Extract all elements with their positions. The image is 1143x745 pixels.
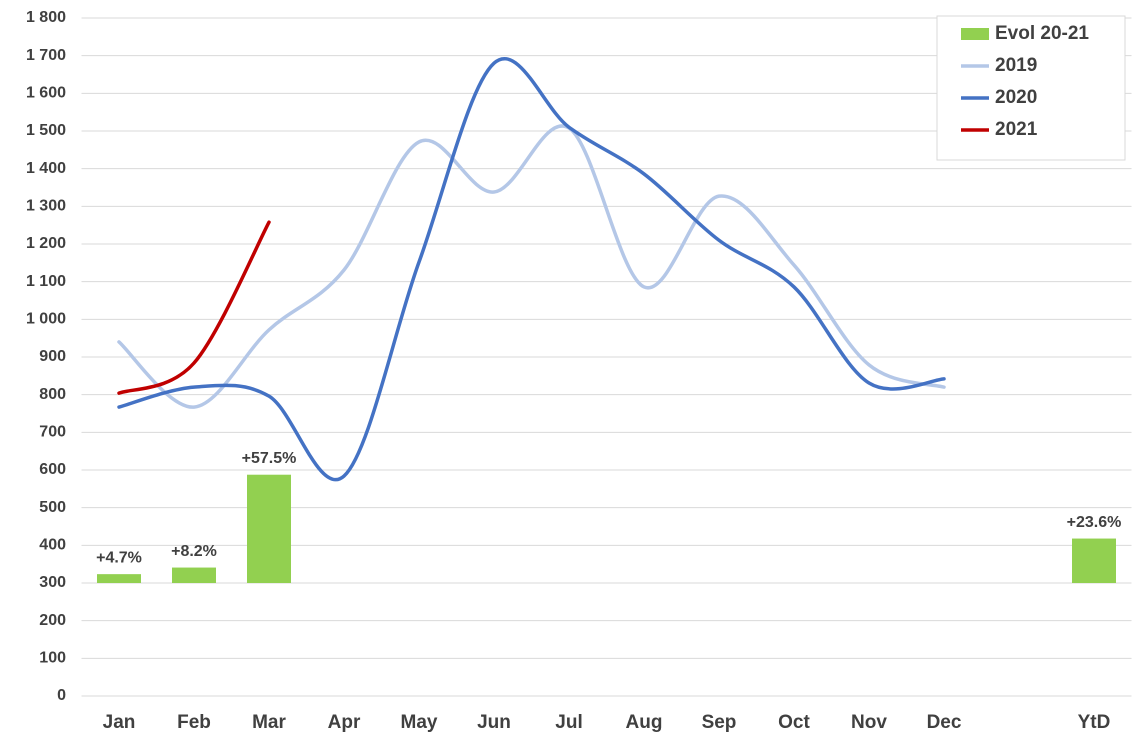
- x-tick-label: Sep: [702, 712, 737, 733]
- x-tick-label: Nov: [851, 712, 887, 733]
- bar: [97, 574, 141, 583]
- y-tick-label: 1 800: [26, 9, 66, 26]
- line: [117, 124, 946, 409]
- y-tick-label: 1 600: [26, 85, 66, 102]
- legend-label: 2021: [995, 119, 1038, 140]
- legend-label: 2020: [995, 87, 1037, 108]
- x-tick-label: Aug: [626, 712, 663, 733]
- x-tick-label: Dec: [927, 712, 962, 733]
- x-tick-label: YtD: [1078, 712, 1111, 733]
- bar: [172, 567, 216, 583]
- x-tick-label: Jan: [103, 712, 136, 733]
- x-tick-label: Apr: [328, 712, 361, 733]
- data-label: +57.5%: [242, 450, 297, 467]
- y-tick-label: 700: [39, 424, 66, 441]
- data-label: +8.2%: [171, 543, 217, 560]
- y-tick-label: 0: [57, 687, 66, 704]
- y-tick-label: 300: [39, 574, 66, 591]
- y-tick-label: 100: [39, 650, 66, 667]
- y-tick-label: 1 000: [26, 311, 66, 328]
- y-tick-label: 500: [39, 499, 66, 516]
- y-tick-label: 1 700: [26, 47, 66, 64]
- line: [117, 220, 271, 395]
- y-tick-label: 1 400: [26, 160, 66, 177]
- y-tick-label: 1 100: [26, 273, 66, 290]
- y-tick-label: 1 300: [26, 198, 66, 215]
- x-tick-label: Oct: [778, 712, 810, 733]
- data-label: +4.7%: [96, 549, 142, 566]
- y-tick-label: 400: [39, 537, 66, 554]
- y-tick-label: 200: [39, 612, 66, 629]
- y-tick-label: 1 200: [26, 235, 66, 252]
- y-tick-label: 800: [39, 386, 66, 403]
- legend-label: 2019: [995, 55, 1037, 76]
- x-tick-label: Jun: [477, 712, 511, 733]
- x-tick-label: Mar: [252, 712, 286, 733]
- x-tick-label: Jul: [555, 712, 582, 733]
- bar: [1072, 538, 1116, 583]
- legend-label: Evol 20-21: [995, 23, 1089, 44]
- x-tick-label: May: [401, 712, 438, 733]
- bar: [247, 474, 291, 583]
- x-tick-label: Feb: [177, 712, 211, 733]
- y-tick-label: 900: [39, 348, 66, 365]
- y-tick-label: 1 500: [26, 122, 66, 139]
- legend-swatch: [961, 28, 989, 40]
- data-label: +23.6%: [1067, 514, 1122, 531]
- line: [117, 57, 946, 482]
- y-tick-label: 600: [39, 461, 66, 478]
